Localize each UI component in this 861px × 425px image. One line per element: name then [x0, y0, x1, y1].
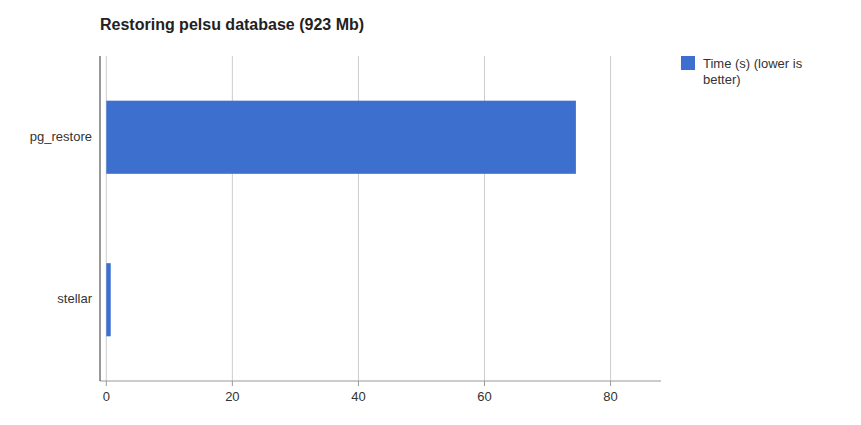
bars	[106, 101, 576, 337]
grid: 0 20 40 60 80	[103, 56, 618, 404]
legend-label: Time (s) (lower isbetter)	[703, 56, 803, 87]
chart-container: 0 20 40 60 80 pg_restorestellar Restoring pels…	[0, 0, 861, 425]
tick-mark	[610, 381, 611, 386]
tick-label: 20	[225, 389, 239, 404]
tick-mark	[232, 381, 233, 386]
legend: Time (s) (lower isbetter)	[681, 56, 803, 87]
grid-line	[610, 56, 611, 381]
bar	[106, 263, 110, 336]
tick-mark	[484, 381, 485, 386]
tick-mark	[358, 381, 359, 386]
legend-swatch	[681, 56, 695, 70]
tick-label: 80	[603, 389, 617, 404]
tick-label: 0	[103, 389, 110, 404]
y-axis-line	[100, 56, 101, 381]
category-label: stellar	[57, 291, 92, 306]
x-axis-line	[100, 381, 661, 382]
tick-mark	[106, 381, 107, 386]
title: Restoring pelsu database (923 Mb)	[100, 16, 364, 33]
category-label: pg_restore	[30, 129, 92, 144]
bar	[106, 101, 576, 174]
chart: 0 20 40 60 80 pg_restorestellar Restoring pels…	[0, 0, 861, 425]
tick-label: 40	[351, 389, 365, 404]
tick-label: 60	[477, 389, 491, 404]
